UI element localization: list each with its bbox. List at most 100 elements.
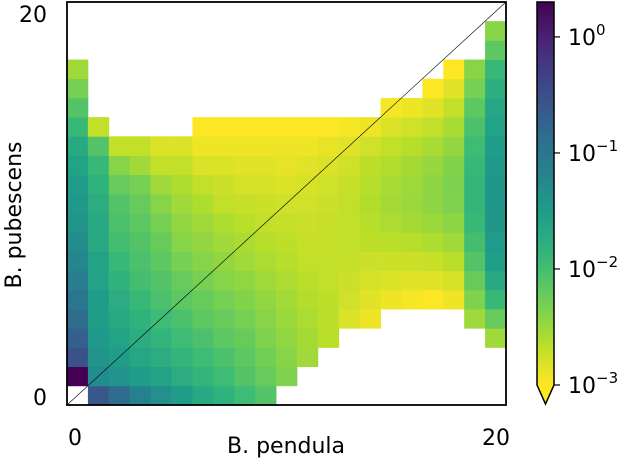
y-tick-label-top: 20	[19, 3, 47, 28]
heatmap-cell	[108, 174, 131, 195]
heatmap-cells	[67, 21, 507, 406]
heatmap-cell	[192, 347, 214, 368]
heatmap-cell	[485, 193, 507, 214]
heatmap-cell	[317, 213, 340, 233]
heatmap-cell	[422, 155, 444, 176]
heatmap-cell	[67, 97, 89, 118]
heatmap-cell	[276, 270, 298, 291]
heatmap-cell	[317, 251, 340, 272]
heatmap-cell	[443, 59, 465, 80]
heatmap-cell	[129, 193, 152, 214]
heatmap-cell	[443, 251, 465, 272]
heatmap-cell	[171, 232, 193, 252]
heatmap-cell	[192, 366, 214, 387]
heatmap-cell	[213, 385, 235, 406]
heatmap-cell	[234, 289, 256, 310]
heatmap-cell	[213, 270, 235, 291]
heatmap-cell	[317, 193, 340, 214]
heatmap-cell	[213, 155, 235, 176]
heatmap-cell	[67, 232, 89, 252]
heatmap-cell	[359, 193, 381, 214]
heatmap-cell	[234, 309, 256, 329]
heatmap-cell	[485, 270, 507, 291]
heatmap-cell	[443, 97, 465, 118]
heatmap-cell	[359, 136, 381, 156]
heatmap-cell	[108, 328, 131, 348]
heatmap-cell	[213, 174, 235, 195]
heatmap-cell	[255, 366, 277, 387]
heatmap-cell	[67, 213, 89, 233]
heatmap-cell	[67, 328, 89, 348]
heatmap-cell	[255, 289, 277, 310]
heatmap-cell	[129, 136, 152, 156]
heatmap-cell	[67, 270, 89, 291]
heatmap-cell	[359, 155, 381, 176]
heatmap-cell	[401, 213, 423, 233]
heatmap-cell	[401, 193, 423, 214]
heatmap-cell	[464, 270, 486, 291]
heatmap-cell	[317, 289, 340, 310]
heatmap-cell	[276, 232, 298, 252]
heatmap-cell	[150, 366, 172, 387]
heatmap-cell	[171, 213, 193, 233]
heatmap-cell	[171, 366, 193, 387]
heatmap-cell	[67, 174, 89, 195]
heatmap-cell	[129, 270, 152, 291]
colorbar-outline	[536, 1, 555, 406]
heatmap-cell	[108, 385, 131, 406]
x-tick-label-right: 20	[482, 426, 510, 451]
heatmap-cell	[422, 213, 444, 233]
heatmap-cell	[150, 174, 172, 195]
heatmap-cell	[150, 213, 172, 233]
heatmap-cell	[87, 385, 110, 406]
heatmap-cell	[276, 328, 298, 348]
heatmap-cell	[338, 289, 361, 310]
heatmap-cell	[171, 385, 193, 406]
heatmap-cell	[296, 117, 319, 137]
heatmap-cell	[171, 347, 193, 368]
heatmap-cell	[255, 117, 277, 137]
heatmap-cell	[443, 213, 465, 233]
heatmap-cell	[129, 251, 152, 272]
heatmap-cell	[255, 155, 277, 176]
heatmap-cell	[485, 97, 507, 118]
heatmap-cell	[87, 174, 110, 195]
heatmap-cell	[213, 136, 235, 156]
heatmap-cell	[213, 347, 235, 368]
heatmap-cell	[129, 289, 152, 310]
heatmap-cell	[171, 155, 193, 176]
heatmap-cell	[380, 174, 402, 195]
heatmap-cell	[192, 213, 214, 233]
heatmap-cell	[380, 251, 402, 272]
x-axis-label: B. pendula	[227, 434, 345, 459]
heatmap-cell	[171, 136, 193, 156]
heatmap-cell	[234, 155, 256, 176]
heatmap-cell	[276, 136, 298, 156]
heatmap-cell	[213, 193, 235, 214]
heatmap-cell	[213, 328, 235, 348]
heatmap-cell	[87, 136, 110, 156]
heatmap-cell	[464, 251, 486, 272]
heatmap-cell	[234, 251, 256, 272]
heatmap-cell	[255, 136, 277, 156]
colorbar-body	[537, 2, 554, 385]
heatmap-cell	[87, 270, 110, 291]
heatmap-cell	[464, 155, 486, 176]
heatmap-cell	[87, 155, 110, 176]
heatmap-cell	[150, 155, 172, 176]
heatmap-cell	[338, 270, 361, 291]
heatmap-cell	[296, 309, 319, 329]
heatmap-cell	[171, 328, 193, 348]
heatmap-cell	[485, 117, 507, 137]
heatmap-cell	[443, 193, 465, 214]
heatmap-cell	[359, 232, 381, 252]
heatmap-cell	[171, 309, 193, 329]
heatmap-cell	[171, 193, 193, 214]
heatmap-cell	[485, 213, 507, 233]
heatmap-cell	[464, 117, 486, 137]
heatmap-cell	[464, 78, 486, 99]
heatmap-cell	[129, 366, 152, 387]
plot-frame	[66, 1, 507, 406]
heatmap-cell	[359, 289, 381, 310]
heatmap-cell	[276, 251, 298, 272]
